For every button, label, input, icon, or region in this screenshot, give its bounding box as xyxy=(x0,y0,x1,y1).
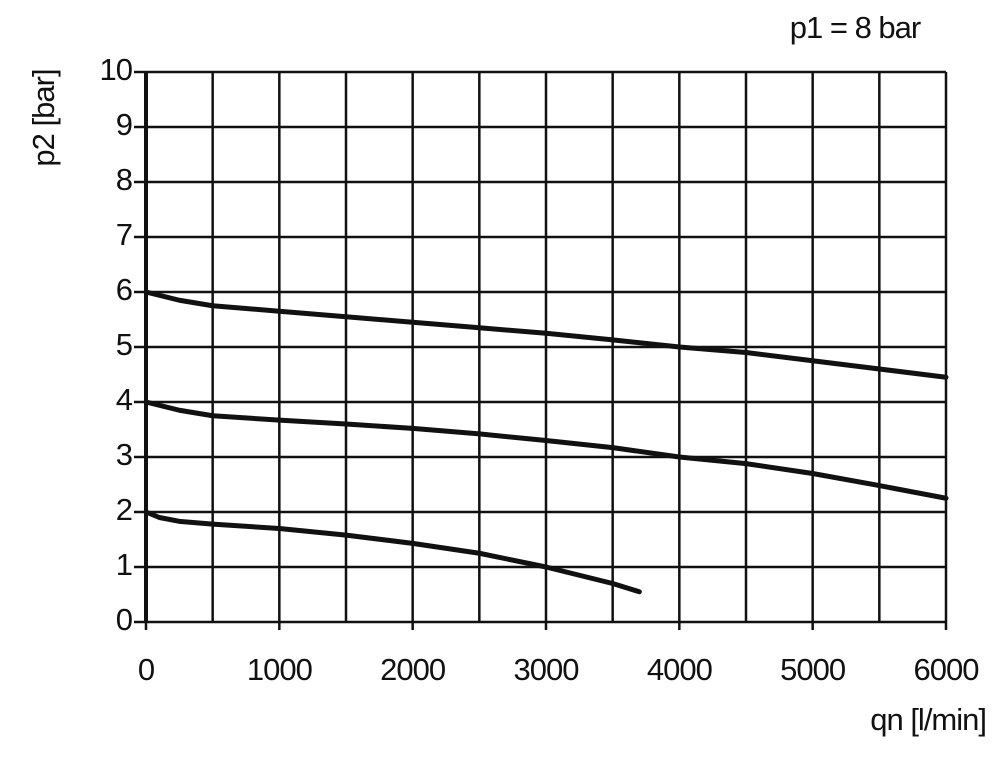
y-tick-label: 2 xyxy=(116,492,132,527)
data-line xyxy=(143,509,642,595)
x-tick-label: 2000 xyxy=(380,652,446,687)
y-tick-label: 7 xyxy=(116,217,132,252)
x-tick-label: 0 xyxy=(138,652,155,687)
y-tick-label: 3 xyxy=(116,437,132,472)
y-tick-label: 5 xyxy=(116,327,132,362)
y-tick-label: 10 xyxy=(100,52,133,87)
y-tick-label: 0 xyxy=(116,602,133,637)
x-tick-label: 1000 xyxy=(247,652,313,687)
data-line xyxy=(143,289,949,380)
y-axis-label: p2 [bar] xyxy=(26,69,61,166)
y-tick-label: 1 xyxy=(116,547,132,582)
y-tick-label: 9 xyxy=(116,107,132,142)
data-line xyxy=(143,399,949,501)
annotation: p1 = 8 bar xyxy=(790,10,921,45)
y-tick-label: 8 xyxy=(116,162,132,197)
y-tick-label: 6 xyxy=(116,272,132,307)
x-tick-label: 5000 xyxy=(780,652,846,687)
y-tick-label: 4 xyxy=(116,382,133,417)
x-tick-label: 4000 xyxy=(647,652,713,687)
x-tick-label: 6000 xyxy=(914,652,980,687)
x-tick-label: 3000 xyxy=(514,652,580,687)
x-axis-label: qn [l/min] xyxy=(870,702,986,737)
